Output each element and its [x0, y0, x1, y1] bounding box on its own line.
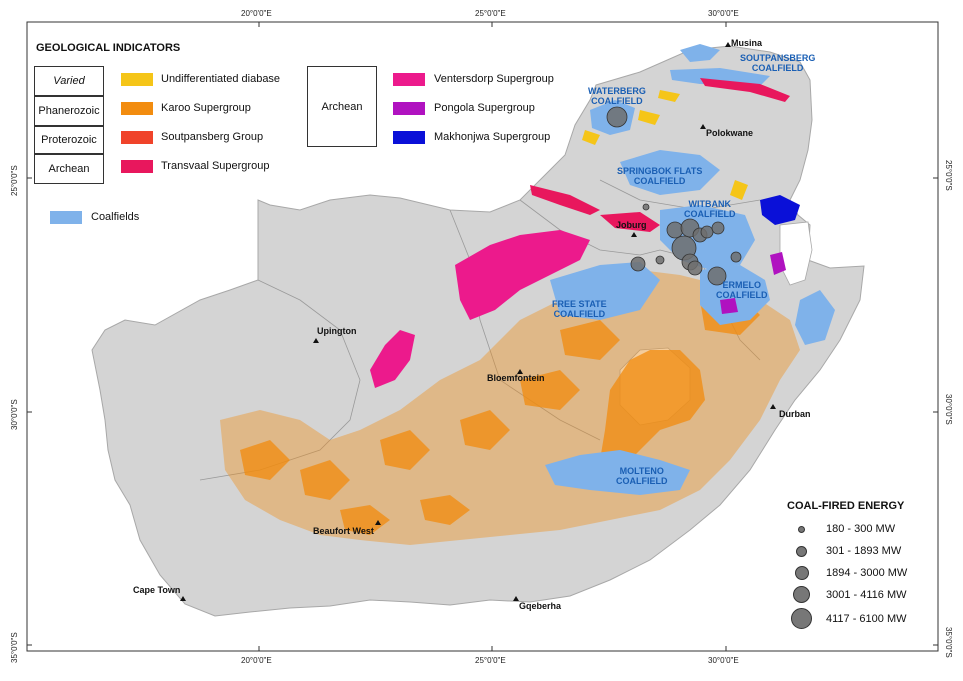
- coalfield-label-soutpansberg: SOUTPANSBERG COALFIELD: [740, 53, 816, 73]
- swatch-karoo: [121, 102, 153, 115]
- city-musina: Musina: [731, 38, 763, 48]
- energy-class-4-circle: [793, 586, 810, 603]
- power-station-11: [630, 256, 646, 272]
- power-station-2: [642, 203, 650, 211]
- city-marker-bloemfontein: [517, 369, 523, 374]
- energy-class-5-circle: [791, 608, 812, 629]
- city-cape-town: Cape Town: [133, 585, 181, 595]
- power-station-10: [687, 260, 703, 276]
- legend-label-transvaal: Transvaal Supergroup: [161, 160, 270, 172]
- era-phanerozoic: Phanerozoic: [34, 96, 104, 126]
- top-tick-30e: 30°0'0"E: [708, 9, 739, 18]
- city-joburg: Joburg: [616, 220, 647, 230]
- left-tick-35s: 35°0'0"S: [10, 632, 19, 663]
- right-tick-35s: 35°0'0"S: [944, 627, 953, 658]
- makhonjwa-supergroup: [760, 195, 800, 225]
- swatch-ventersdorp: [393, 73, 425, 86]
- transvaal-supergroup: [530, 78, 790, 232]
- city-durban: Durban: [779, 409, 811, 419]
- city-marker-gqeberha: [513, 596, 519, 601]
- right-tick-25s: 25°0'0"S: [944, 160, 953, 191]
- city-beaufort-west: Beaufort West: [313, 526, 374, 536]
- city-marker-upington: [313, 338, 319, 343]
- power-station-6: [700, 225, 714, 239]
- undifferentiated-diabase: [582, 90, 748, 200]
- city-polokwane: Polokwane: [706, 128, 754, 138]
- legend-label-karoo: Karoo Supergroup: [161, 102, 251, 114]
- swatch-coalfields: [50, 211, 82, 224]
- coalfield-molteno: [545, 450, 690, 495]
- coalfield-label-molteno: MOLTENO COALFIELD: [616, 466, 668, 486]
- energy-class-2-label: 301 - 1893 MW: [826, 545, 902, 557]
- coalfield-free-state: [550, 262, 660, 320]
- city-marker-beaufort-west: [375, 520, 381, 525]
- top-tick-20e: 20°0'0"E: [241, 9, 272, 18]
- energy-class-3-label: 1894 - 3000 MW: [826, 567, 908, 579]
- coalfield-soutpansberg-2: [670, 68, 770, 86]
- city-marker-joburg: [631, 232, 637, 237]
- coalfield-label-ermelo: ERMELO COALFIELD: [716, 280, 768, 300]
- pongola-supergroup: [720, 252, 786, 314]
- legend-label-soutpansberg: Soutpansberg Group: [161, 131, 264, 143]
- coalfield-label-witbank: WITBANK COALFIELD: [684, 199, 736, 219]
- legend-label-pongola: Pongola Supergroup: [434, 102, 535, 114]
- energy-class-3-circle: [795, 566, 809, 580]
- city-marker-durban: [770, 404, 776, 409]
- city-marker-cape-town: [180, 596, 186, 601]
- coalfield-springbok: [620, 150, 720, 195]
- era-varied: Varied: [34, 66, 104, 96]
- legend-label-makhonjwa: Makhonjwa Supergroup: [434, 131, 551, 143]
- era-proterozoic: Proterozoic: [34, 126, 104, 154]
- bottom-tick-30e: 30°0'0"E: [708, 656, 739, 665]
- left-tick-30s: 30°0'0"S: [10, 399, 19, 430]
- power-station-13: [730, 251, 742, 263]
- city-marker-polokwane: [700, 124, 706, 129]
- legend-title: GEOLOGICAL INDICATORS: [36, 42, 181, 54]
- top-tick-25e: 25°0'0"E: [475, 9, 506, 18]
- right-tick-30s: 30°0'0"S: [944, 394, 953, 425]
- city-gqeberha: Gqeberha: [519, 601, 562, 611]
- coalfield-kzn: [795, 290, 835, 345]
- swatch-makhonjwa: [393, 131, 425, 144]
- swatch-soutpansberg: [121, 131, 153, 144]
- energy-class-1-label: 180 - 300 MW: [826, 523, 896, 535]
- power-station-12: [707, 266, 727, 286]
- era-archean: Archean: [34, 154, 104, 184]
- coalfield-soutpansberg: [680, 44, 720, 62]
- graticule-ticks: [27, 22, 938, 651]
- power-station-1: [606, 106, 628, 128]
- energy-class-4-label: 3001 - 4116 MW: [826, 589, 907, 601]
- city-bloemfontein: Bloemfontein: [487, 373, 545, 383]
- energy-class-5-label: 4117 - 6100 MW: [826, 613, 907, 625]
- city-upington: Upington: [317, 326, 357, 336]
- city-marker-musina: [725, 42, 731, 47]
- power-station-3: [666, 221, 684, 239]
- power-stations: [606, 106, 742, 286]
- coalfield-label-springbok: SPRINGBOK FLATS COALFIELD: [617, 166, 703, 186]
- swatch-diabase: [121, 73, 153, 86]
- swatch-pongola: [393, 102, 425, 115]
- bottom-tick-20e: 20°0'0"E: [241, 656, 272, 665]
- ventersdorp-supergroup: [370, 230, 590, 388]
- city-markers: [180, 42, 776, 601]
- swatch-transvaal: [121, 160, 153, 173]
- energy-class-2-circle: [796, 546, 807, 557]
- legend-label-diabase: Undifferentiated diabase: [161, 73, 281, 85]
- power-station-14: [655, 255, 665, 265]
- left-tick-25s: 25°0'0"S: [10, 165, 19, 196]
- coalfield-label-free-state: FREE STATE COALFIELD: [552, 299, 607, 319]
- power-station-7: [711, 221, 725, 235]
- energy-class-1-circle: [798, 526, 805, 533]
- era-archean-group: Archean: [307, 66, 377, 147]
- energy-legend-title: COAL-FIRED ENERGY: [787, 500, 905, 512]
- bottom-tick-25e: 25°0'0"E: [475, 656, 506, 665]
- legend-label-coalfields: Coalfields: [91, 211, 140, 223]
- legend-label-ventersdorp: Ventersdorp Supergroup: [434, 73, 554, 85]
- coalfield-label-waterberg: WATERBERG COALFIELD: [588, 86, 646, 106]
